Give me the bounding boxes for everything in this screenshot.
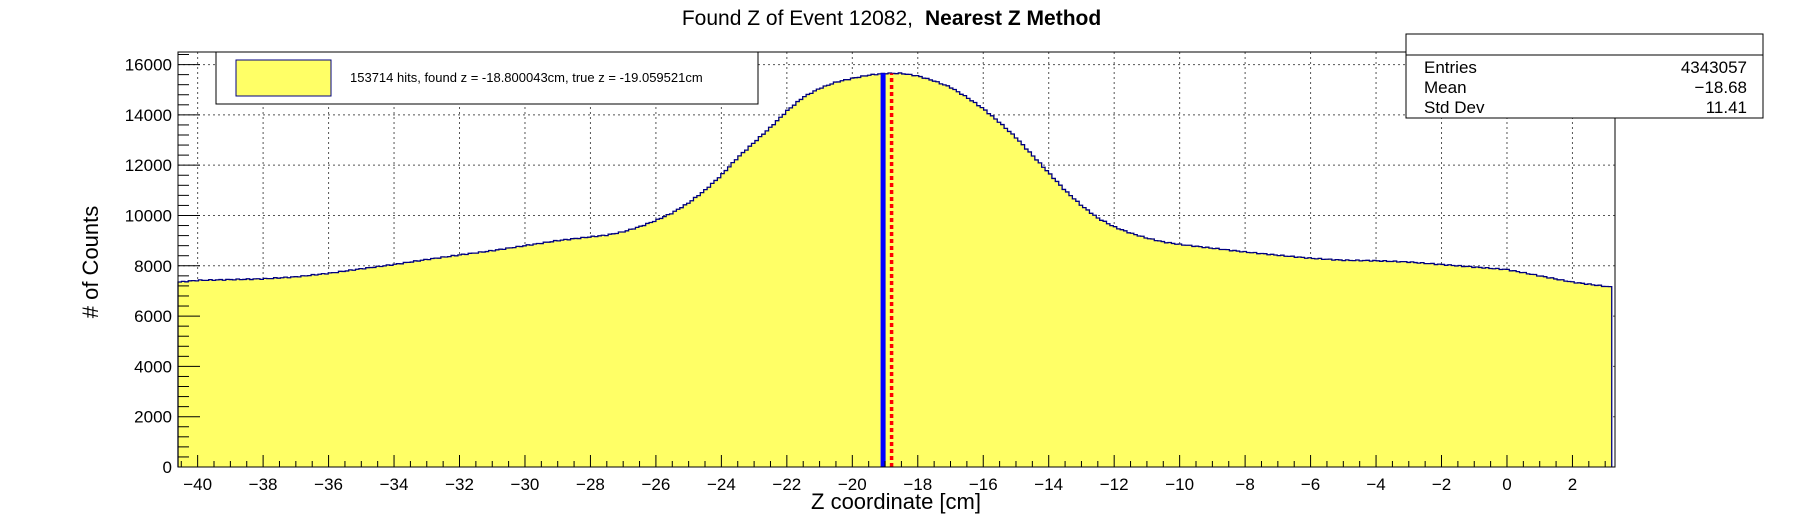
- stats-stddev-label: Std Dev: [1424, 98, 1485, 117]
- x-tick-label: −30: [511, 475, 540, 494]
- stats-mean-value: −18.68: [1695, 78, 1747, 97]
- x-tick-label: −2: [1432, 475, 1451, 494]
- x-tick-label: −18: [903, 475, 932, 494]
- x-tick-label: −38: [249, 475, 278, 494]
- x-tick-label: −28: [576, 475, 605, 494]
- x-tick-label: −34: [380, 475, 409, 494]
- x-tick-label: −8: [1235, 475, 1254, 494]
- x-tick-label: −24: [707, 475, 736, 494]
- x-tick-label: −20: [838, 475, 867, 494]
- x-axis-title: Z coordinate [cm]: [811, 489, 981, 514]
- x-tick-label: −10: [1165, 475, 1194, 494]
- y-tick-label: 2000: [134, 408, 172, 427]
- axis-layer: −40 −38 −36 −34 −32 −30 −28 −26 −24 −22 −20 −18 −16−…: [125, 54, 1606, 494]
- stats-mean-label: Mean: [1424, 78, 1467, 97]
- y-tick-label: 4000: [134, 357, 172, 376]
- chart-title-bold: Nearest Z Method: [925, 7, 1101, 30]
- x-tick-label: −32: [445, 475, 474, 494]
- x-tick-label: −22: [772, 475, 801, 494]
- x-tick-label: −6: [1301, 475, 1320, 494]
- y-tick-label: 10000: [125, 206, 172, 225]
- x-tick-label: −14: [1034, 475, 1063, 494]
- stats-box: Entries 4343057 Mean −18.68 Std Dev 11.4…: [1405, 33, 1764, 119]
- x-tick-label: −26: [641, 475, 670, 494]
- y-tick-label: 0: [163, 458, 172, 477]
- histogram-fill: [178, 72, 1612, 468]
- plot-frame: [177, 51, 1616, 468]
- y-tick-label: 16000: [125, 56, 172, 75]
- marker-layer: [880, 73, 894, 467]
- x-tick-label: 2: [1568, 475, 1577, 494]
- stats-entries-label: Entries: [1424, 58, 1477, 77]
- legend-label: 153714 hits, found z = -18.800043cm, tru…: [350, 70, 703, 85]
- stats-stddev-value: 11.41: [1706, 98, 1747, 117]
- legend: 153714 hits, found z = -18.800043cm, tru…: [215, 51, 759, 105]
- stats-frame: [1405, 33, 1764, 119]
- x-tick-label: −36: [314, 475, 343, 494]
- y-tick-label: 6000: [134, 307, 172, 326]
- x-tick-label: −4: [1366, 475, 1385, 494]
- y-tick-label: 14000: [125, 106, 172, 125]
- x-tick-label: −40: [183, 475, 212, 494]
- y-tick-label: 8000: [134, 257, 172, 276]
- stats-entries-value: 4343057: [1681, 58, 1747, 77]
- x-tick-label: −16: [969, 475, 998, 494]
- x-tick-label: 0: [1502, 475, 1511, 494]
- chart-title: Found Z of Event 12082,: [682, 7, 913, 30]
- y-axis-title: # of Counts: [78, 206, 103, 319]
- legend-swatch: [235, 59, 332, 97]
- y-tick-label: 12000: [125, 156, 172, 175]
- x-tick-label: −12: [1100, 475, 1129, 494]
